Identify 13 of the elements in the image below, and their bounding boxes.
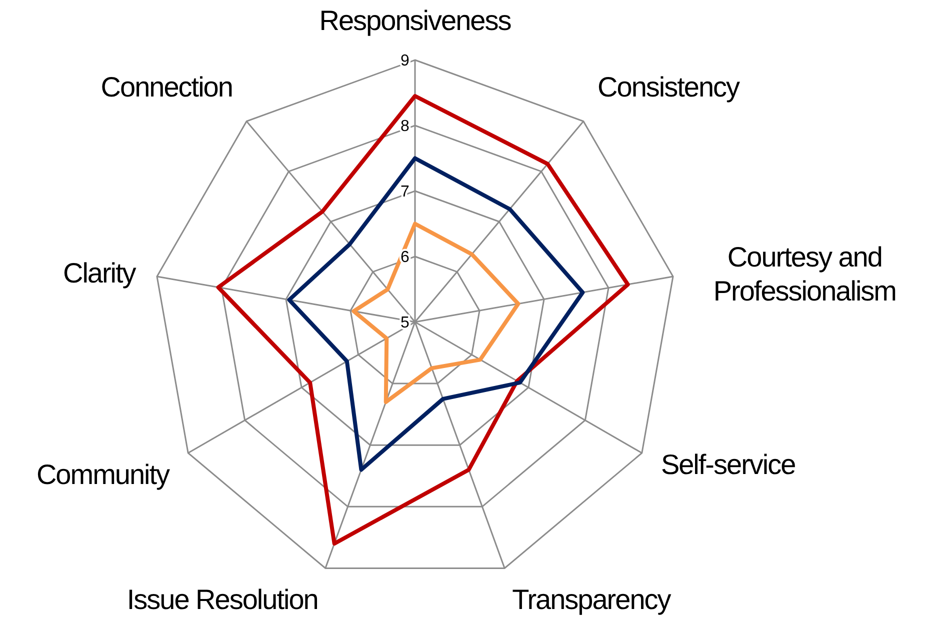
spoke-label: Community	[36, 459, 170, 490]
spoke-label: Consistency	[598, 71, 740, 102]
spoke-label: Issue Resolution	[126, 584, 318, 615]
spoke-label: Clarity	[62, 258, 136, 289]
spoke-label: Transparency	[512, 584, 672, 615]
spoke-label: Responsiveness	[319, 5, 511, 36]
spoke-label: Connection	[100, 71, 232, 102]
y-tick-label: 5	[400, 314, 410, 332]
spoke-label: Self-service	[660, 449, 796, 480]
y-tick-label: 7	[400, 184, 410, 201]
spoke-label: Courtesy and Professionalism	[713, 242, 896, 307]
y-tick-label: 9	[400, 52, 410, 70]
y-tick-label: 8	[400, 118, 410, 136]
